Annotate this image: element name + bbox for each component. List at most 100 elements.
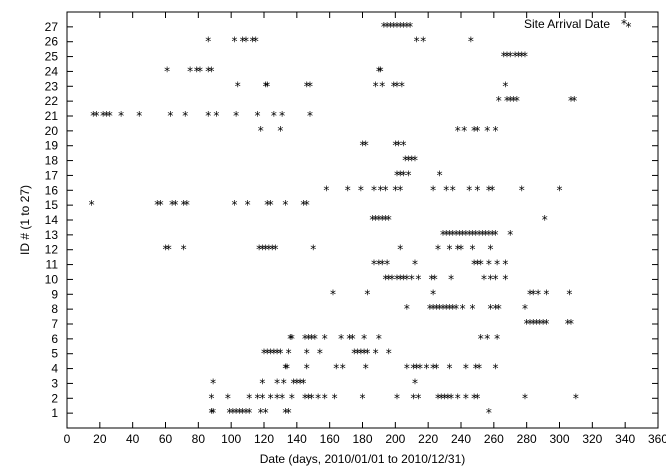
data-point: *	[541, 213, 548, 227]
y-tick-label: 14	[45, 213, 59, 227]
data-point: *	[232, 109, 239, 123]
data-point: *	[338, 332, 345, 346]
y-tick-label: 25	[45, 50, 59, 64]
data-point: *	[370, 183, 377, 197]
data-point: *	[400, 168, 407, 182]
data-point: *	[372, 79, 379, 93]
data-point: *	[157, 198, 164, 212]
data-point: *	[372, 347, 379, 361]
x-tick-label: 240	[451, 432, 471, 446]
data-point: *	[262, 406, 269, 420]
data-point: *	[349, 332, 356, 346]
data-point: *	[408, 154, 415, 168]
data-point: *	[209, 406, 216, 420]
y-tick-label: 26	[45, 35, 59, 49]
x-axis: 0 20 40 60 80 100 120 140 160 180 200 220 240 260 280 3…	[64, 12, 666, 446]
data-point: *	[492, 124, 499, 138]
data-point: *	[523, 317, 530, 331]
data-point: *	[303, 347, 310, 361]
data-point: *	[208, 406, 215, 420]
data-point: *	[277, 124, 284, 138]
data-point: *	[625, 20, 632, 34]
data-point: *	[474, 258, 481, 272]
y-tick-label: 8	[51, 302, 58, 316]
data-point: *	[507, 228, 514, 242]
data-point: *	[333, 362, 340, 376]
data-point: *	[471, 258, 478, 272]
legend: Site Arrival Date *	[524, 17, 628, 31]
data-point: *	[526, 287, 533, 301]
data-point: *	[571, 94, 578, 108]
data-point: *	[270, 347, 277, 361]
data-point: *	[99, 109, 106, 123]
data-points: * * * * * * * * * * * * * * * * * * * * * * * * * * * * * * * * * * * * * * * *…	[88, 20, 632, 420]
legend-marker: *	[620, 17, 627, 31]
data-point: *	[436, 302, 443, 316]
data-point: *	[459, 228, 466, 242]
data-point: *	[390, 79, 397, 93]
data-point: *	[354, 347, 361, 361]
data-point: *	[308, 332, 315, 346]
data-point: *	[301, 391, 308, 405]
data-point: *	[329, 287, 336, 301]
data-point: *	[448, 272, 455, 286]
data-point: *	[507, 94, 514, 108]
data-point: *	[272, 243, 279, 257]
data-point: *	[278, 109, 285, 123]
data-point: *	[449, 228, 456, 242]
x-tick-label: 40	[126, 432, 140, 446]
x-tick-label: 100	[221, 432, 241, 446]
y-tick-label: 9	[51, 287, 58, 301]
data-point: *	[246, 391, 253, 405]
data-point: *	[377, 183, 384, 197]
data-point: *	[521, 302, 528, 316]
data-point: *	[429, 362, 436, 376]
data-point: *	[300, 376, 307, 390]
x-tick-label: 80	[192, 432, 206, 446]
data-point: *	[361, 347, 368, 361]
data-point: *	[489, 228, 496, 242]
data-point: *	[290, 376, 297, 390]
data-point: *	[462, 362, 469, 376]
data-point: *	[392, 183, 399, 197]
data-point: *	[436, 168, 443, 182]
data-point: *	[462, 228, 469, 242]
y-tick-label: 20	[45, 124, 59, 138]
data-point: *	[382, 272, 389, 286]
data-point: *	[397, 168, 404, 182]
data-point: *	[475, 228, 482, 242]
data-point: *	[255, 243, 262, 257]
data-point: *	[180, 198, 187, 212]
data-point: *	[415, 391, 422, 405]
y-tick-label: 16	[45, 183, 59, 197]
data-point: *	[433, 362, 440, 376]
data-point: *	[375, 213, 382, 227]
data-point: *	[282, 198, 289, 212]
data-point: *	[403, 302, 410, 316]
data-point: *	[242, 35, 249, 49]
y-axis-title: ID # (1 to 27)	[18, 185, 32, 255]
data-point: *	[471, 124, 478, 138]
data-point: *	[244, 198, 251, 212]
x-tick-label: 160	[320, 432, 340, 446]
data-point: *	[564, 317, 571, 331]
data-point: *	[495, 302, 502, 316]
data-point: *	[264, 79, 271, 93]
data-point: *	[321, 332, 328, 346]
data-point: *	[403, 272, 410, 286]
data-point: *	[259, 243, 266, 257]
data-point: *	[479, 228, 486, 242]
legend-label: Site Arrival Date	[524, 17, 610, 31]
data-point: *	[484, 124, 491, 138]
data-point: *	[400, 20, 407, 34]
x-tick-label: 220	[418, 432, 438, 446]
data-point: *	[242, 406, 249, 420]
data-point: *	[443, 228, 450, 242]
data-point: *	[172, 198, 179, 212]
data-point: *	[267, 391, 274, 405]
data-point: *	[535, 287, 542, 301]
data-point: *	[456, 228, 463, 242]
data-point: *	[502, 79, 509, 93]
data-point: *	[484, 332, 491, 346]
y-tick-label: 22	[45, 94, 59, 108]
